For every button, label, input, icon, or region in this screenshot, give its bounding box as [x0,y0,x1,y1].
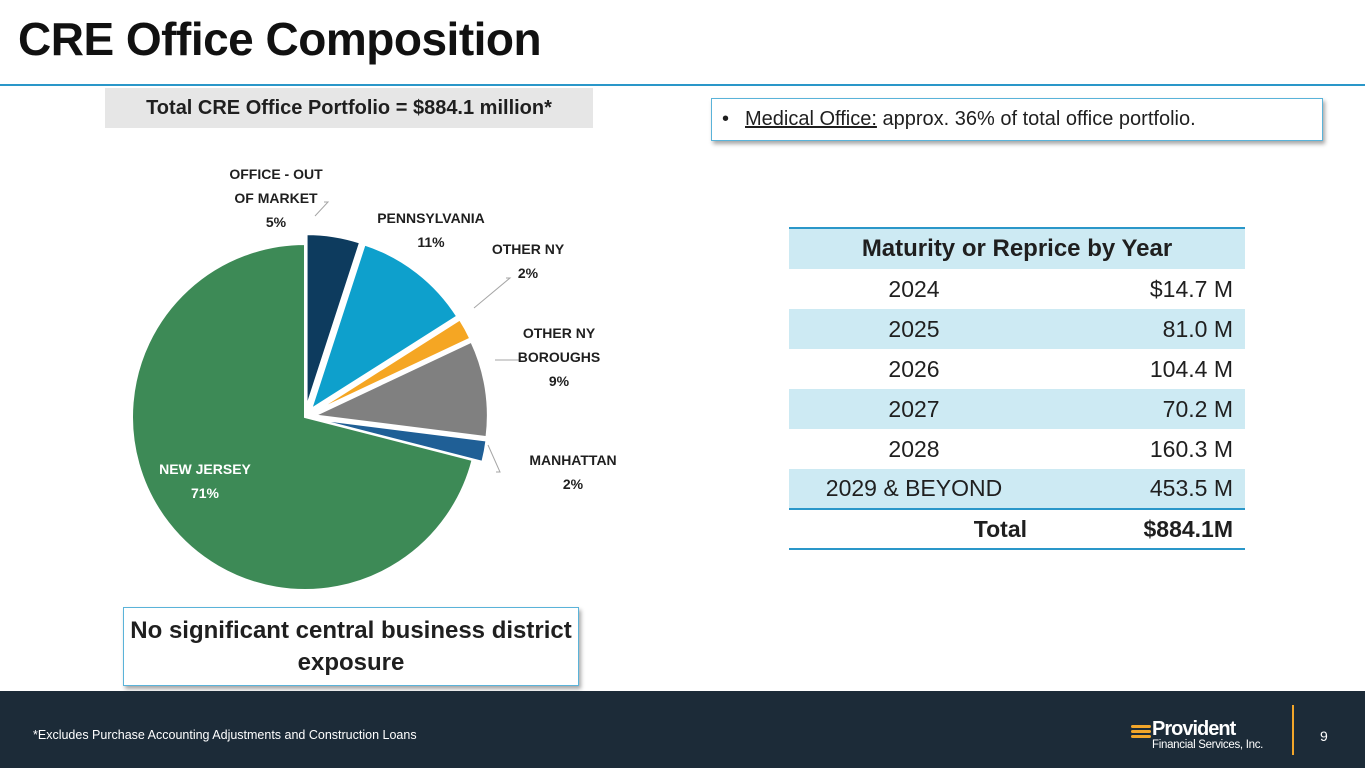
row-amount: 81.0 M [1039,309,1245,349]
total-value: $884.1M [1039,508,1245,550]
table-row: 2027 70.2 M [789,389,1245,429]
row-year: 2027 [789,389,1039,429]
row-year: 2028 [888,435,940,462]
footer-bar: *Excludes Purchase Accounting Adjustment… [0,691,1365,768]
row-amount: 160.3 M [1149,435,1233,462]
total-label: Total [789,508,1039,550]
pie-category-label: BOROUGHS [518,349,600,365]
page-number: 9 [1320,728,1328,744]
pie-pct-label: 11% [417,234,445,250]
pie-slice-pennsylvania [309,243,459,412]
cbd-exposure-callout: No significant central business district… [123,607,579,686]
pie-leader-line [487,444,501,473]
pie-category-label: OF MARKET [234,190,318,206]
row-year: 2024 [888,275,940,302]
page-title: CRE Office Composition [18,13,542,65]
bullet-icon: • [722,108,730,130]
row-year: 2029 & BEYOND [789,469,1039,509]
pie-leader-line [314,201,330,217]
pie-category-label: OTHER NY [523,325,596,341]
pie-category-label: OFFICE - OUT [229,166,323,182]
pie-category-label: PENNSYLVANIA [377,210,485,226]
cbd-exposure-text: No significant central business district… [130,617,572,676]
row-amount: 104.4 M [1149,355,1233,382]
provident-logo-icon [1131,725,1151,743]
table-row: 2025 81.0 M [789,309,1245,349]
row-year: 2026 [888,355,940,382]
table-row: 2026 104.4 M [789,349,1245,389]
pie-slice-other-ny [313,318,472,414]
row-amount: 453.5 M [1039,469,1245,509]
table-row: 2024 $14.7 M [789,269,1245,309]
logo-name: Provident [1152,718,1236,740]
portfolio-total-label: Total CRE Office Portfolio = $884.1 mill… [105,88,593,128]
title-divider [0,84,1365,86]
pie-pct-label: 9% [549,373,570,389]
maturity-table-header: Maturity or Reprice by Year [789,227,1245,269]
pie-category-label: MANHATTAN [529,452,616,468]
maturity-table: Maturity or Reprice by Year 2024 $14.7 M… [789,227,1245,550]
row-year: 2025 [789,309,1039,349]
pie-pct-label: 5% [266,214,287,230]
pie-category-label: NEW JERSEY [159,461,251,477]
pie-category-label: OTHER NY [492,241,565,257]
medical-office-term: Medical Office: [745,108,877,130]
office-composition-pie-chart: OFFICE - OUT OF MARKET 5% PENNSYLVANIA 11% OT… [131,166,617,591]
table-total-row: Total $884.1M [789,508,1245,550]
pie-slice-new-jersey [131,242,474,591]
pie-slice-office-out-of-market [305,233,362,408]
row-amount: 70.2 M [1039,389,1245,429]
pie-slice-other-ny-boroughs [311,340,489,439]
table-row: 2028 160.3 M [789,429,1245,469]
pie-pct-label: 2% [563,476,584,492]
table-row: 2029 & BEYOND 453.5 M [789,469,1245,509]
pie-pct-label: 2% [518,265,539,281]
logo-subtitle: Financial Services, Inc. [1152,739,1264,751]
pie-leader-line [473,277,512,309]
row-amount: $14.7 M [1149,275,1233,302]
medical-office-callout: • Medical Office: approx. 36% of total o… [711,98,1323,141]
pie-pct-label: 71% [191,485,220,501]
footnote: *Excludes Purchase Accounting Adjustment… [33,728,417,742]
medical-office-text: approx. 36% of total office portfolio. [876,108,1196,130]
footer-divider [1292,705,1294,755]
